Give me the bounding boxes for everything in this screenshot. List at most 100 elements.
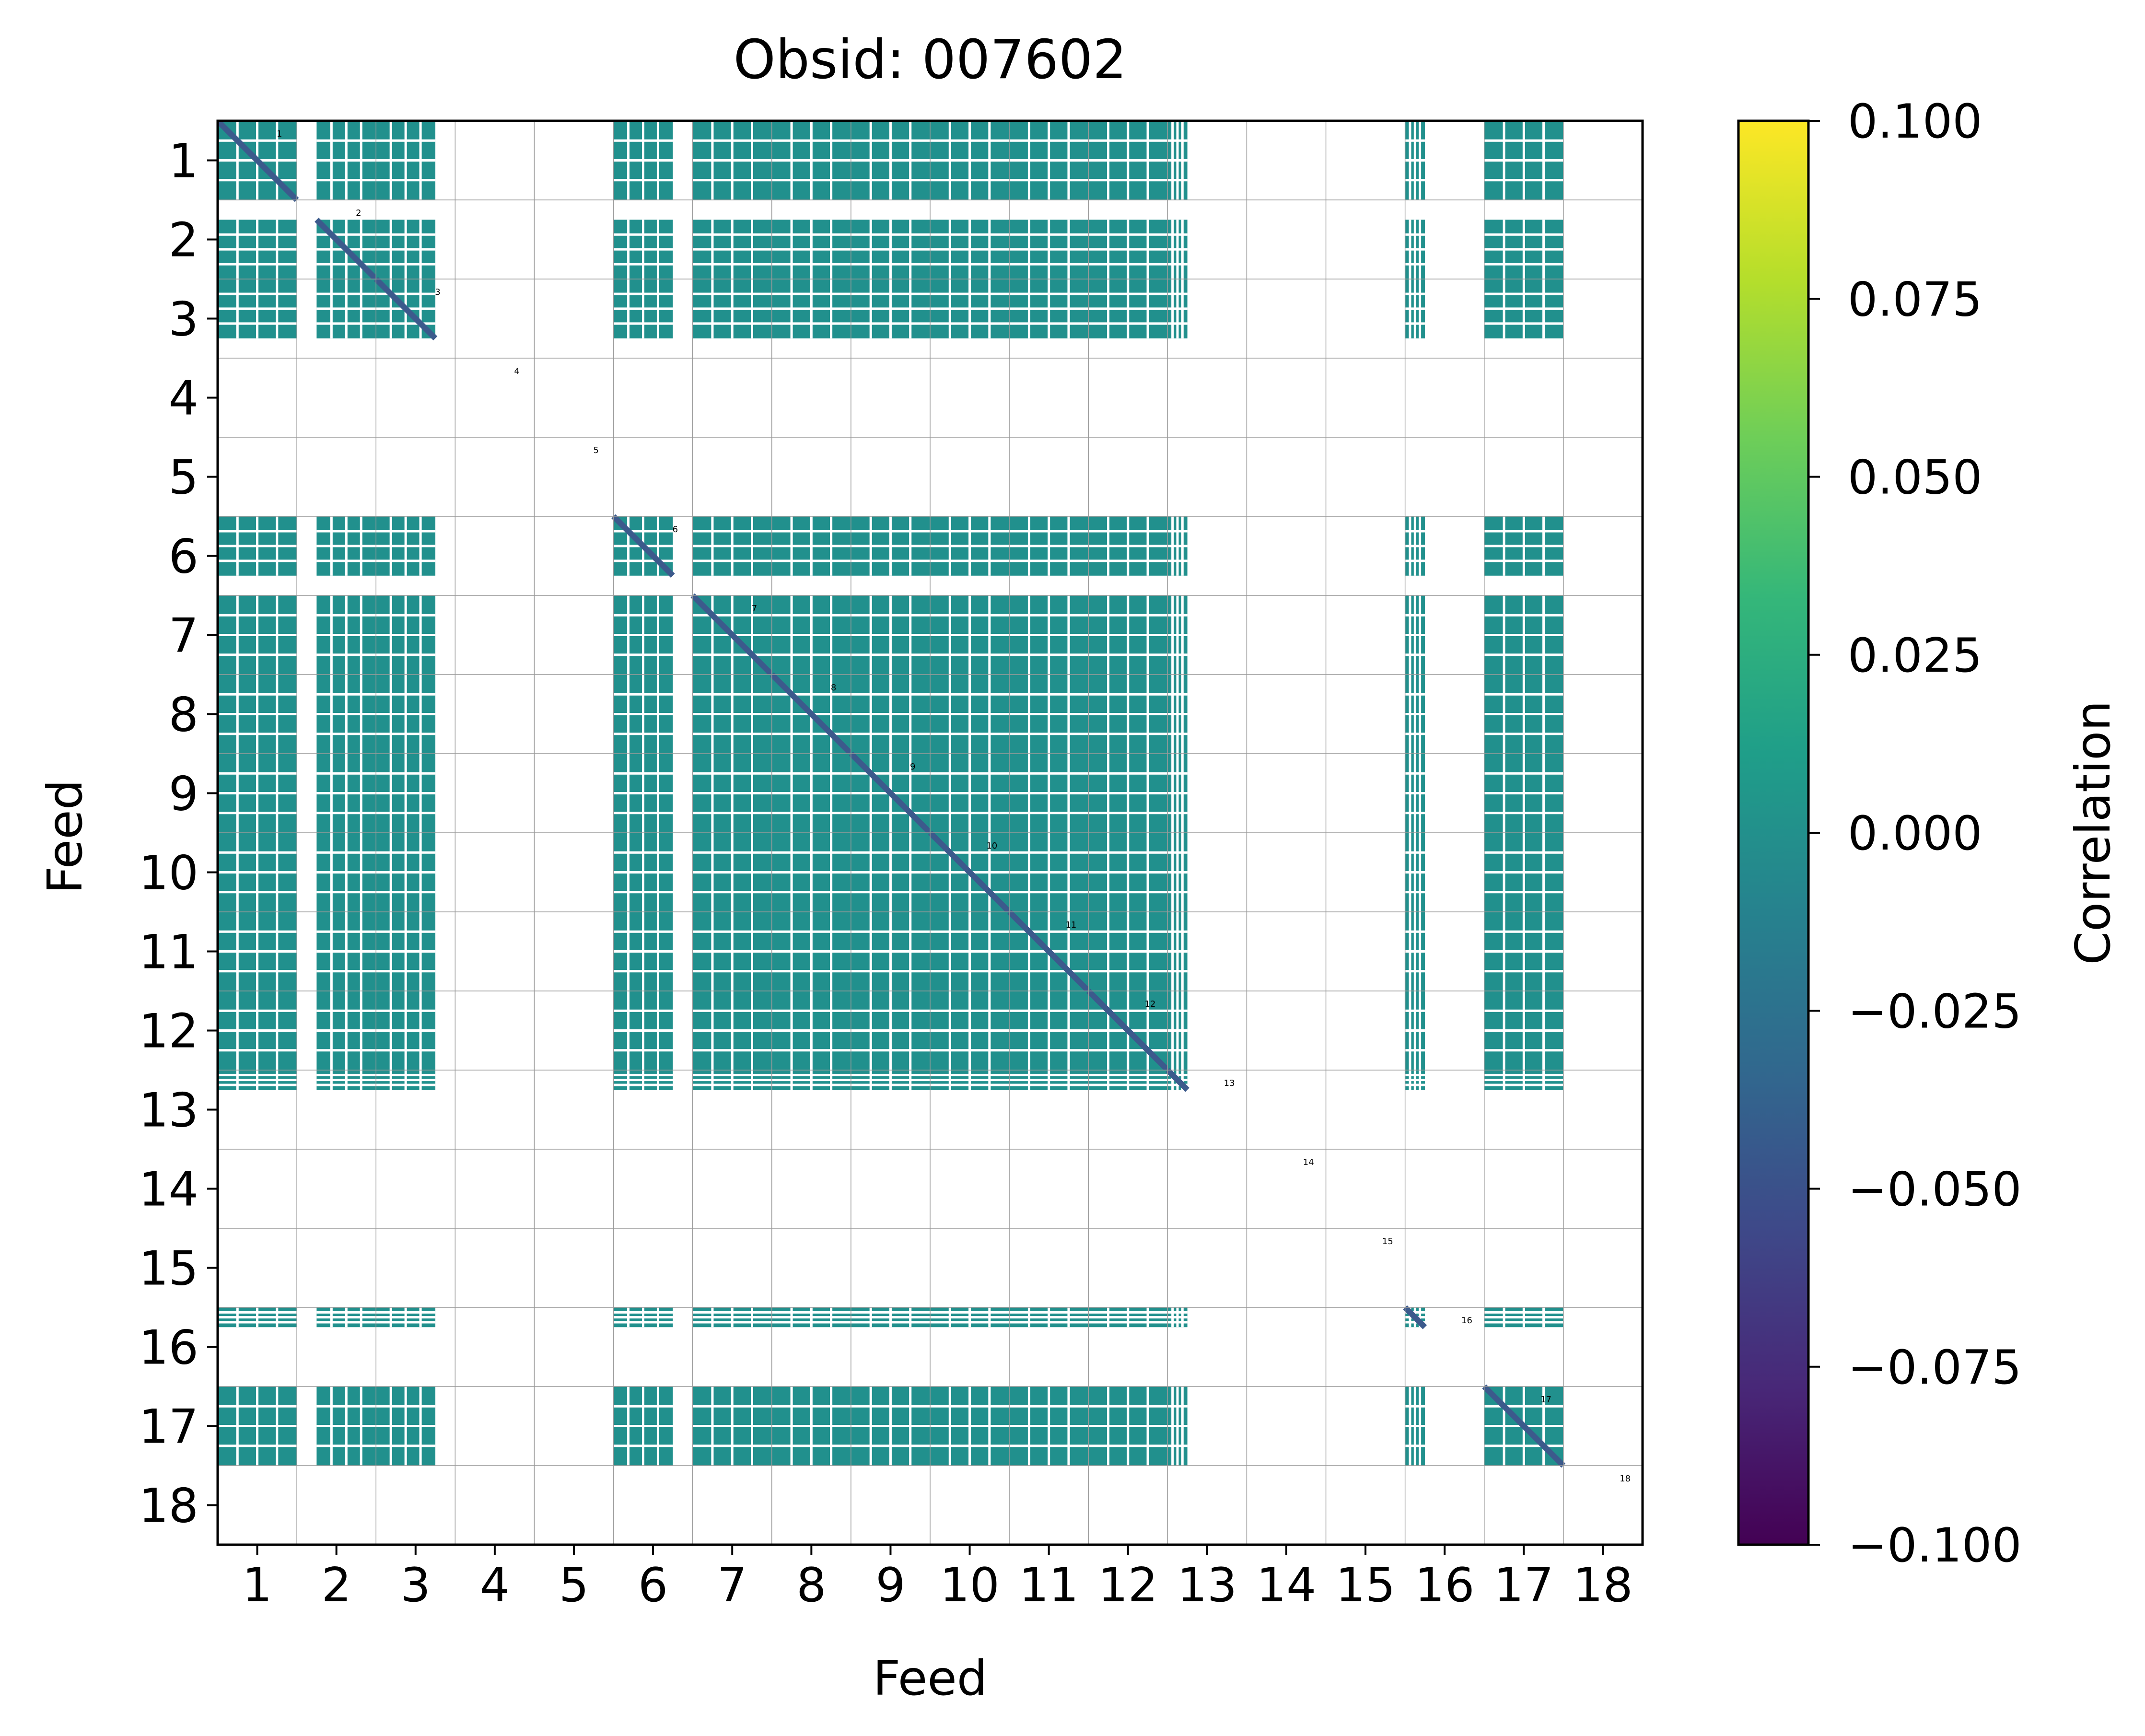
heatmap-cell — [218, 675, 297, 754]
heatmap-cell — [1088, 121, 1168, 200]
heatmap-cell — [1088, 1386, 1168, 1466]
heatmap-cell — [771, 912, 851, 991]
y-tick-label: 10 — [139, 846, 198, 901]
heatmap-cell — [1484, 754, 1563, 833]
cell-label: 16 — [1461, 1316, 1472, 1326]
heatmap-cell — [218, 1386, 297, 1466]
colorbar-tick-label: 0.075 — [1848, 272, 1982, 327]
heatmap-cell — [771, 121, 851, 200]
heatmap-cell — [851, 675, 930, 754]
heatmap-cell — [771, 279, 851, 338]
x-tick-label: 12 — [1098, 1558, 1158, 1613]
heatmap-cell — [1167, 754, 1188, 833]
heatmap-cell — [376, 675, 436, 754]
y-tick-label: 2 — [169, 213, 198, 268]
heatmap-cell — [769, 672, 853, 756]
heatmap-cell — [851, 1307, 930, 1328]
heatmap-cell — [1167, 595, 1188, 675]
heatmap-cell — [376, 1307, 436, 1328]
heatmap-cell — [1088, 675, 1168, 754]
heatmap-cell — [771, 516, 851, 576]
cell-label: 8 — [831, 683, 836, 693]
y-tick-label: 3 — [169, 292, 198, 347]
heatmap-cell — [613, 121, 673, 200]
y-tick-label: 11 — [139, 925, 198, 980]
heatmap-cell — [1405, 595, 1425, 675]
heatmap-cell — [851, 1070, 930, 1090]
heatmap-cell — [1088, 1070, 1168, 1090]
heatmap-cell — [851, 912, 930, 991]
heatmap-cell — [849, 751, 933, 835]
x-tick-label: 2 — [321, 1558, 351, 1613]
heatmap-cell — [851, 833, 930, 912]
heatmap-cell — [930, 220, 1010, 279]
heatmap-cell — [771, 220, 851, 279]
x-tick-label: 13 — [1177, 1558, 1237, 1613]
colorbar-tick-label: −0.100 — [1848, 1518, 2022, 1573]
heatmap-cell — [690, 593, 774, 677]
heatmap-cell — [316, 675, 376, 754]
heatmap-cell — [316, 991, 376, 1070]
x-tick-label: 18 — [1573, 1558, 1633, 1613]
heatmap-cell — [1167, 833, 1188, 912]
x-tick-label: 11 — [1019, 1558, 1079, 1613]
heatmap-cell — [1009, 220, 1089, 279]
heatmap-cell — [1405, 991, 1425, 1070]
heatmap-cell — [1405, 833, 1425, 912]
heatmap-cell — [316, 912, 376, 991]
heatmap-cell — [930, 1307, 1010, 1328]
heatmap-cell — [692, 991, 772, 1070]
heatmap-cell — [218, 220, 297, 279]
heatmap-cell — [771, 754, 851, 833]
x-tick-label: 16 — [1415, 1558, 1475, 1613]
heatmap-cell — [613, 833, 673, 912]
x-tick-label: 7 — [717, 1558, 747, 1613]
heatmap-cell — [218, 1070, 297, 1090]
heatmap-cell — [316, 279, 376, 338]
heatmap-cell — [218, 991, 297, 1070]
cell-label: 3 — [435, 287, 440, 297]
heatmap-cell — [218, 833, 297, 912]
cell-label: 4 — [514, 366, 519, 376]
heatmap-cell — [373, 277, 438, 340]
heatmap-cell — [851, 595, 930, 675]
y-tick-label: 17 — [139, 1400, 198, 1455]
heatmap-cell — [1166, 1068, 1189, 1092]
cell-label: 13 — [1224, 1078, 1235, 1088]
heatmap-cell — [930, 1070, 1010, 1090]
heatmap-cell — [613, 279, 673, 338]
heatmap-cell — [1484, 220, 1563, 279]
heatmap-cell — [218, 121, 299, 202]
heatmap-cell — [692, 279, 772, 338]
heatmap-cell — [1009, 1070, 1089, 1090]
heatmap-cell — [376, 121, 436, 200]
heatmap-cell — [1088, 1307, 1168, 1328]
colorbar — [1737, 119, 1810, 1546]
heatmap-cell — [851, 516, 930, 576]
heatmap-cell — [1405, 1070, 1425, 1090]
heatmap-cell — [851, 1386, 930, 1466]
heatmap-cell — [376, 1070, 436, 1090]
heatmap-cell — [1405, 220, 1425, 279]
x-tick-label: 17 — [1494, 1558, 1554, 1613]
cell-label: 15 — [1382, 1236, 1393, 1247]
heatmap-grid — [218, 121, 1643, 1545]
heatmap-cell — [692, 833, 772, 912]
colorbar-tick-label: 0.100 — [1848, 94, 1982, 149]
heatmap-cell — [851, 220, 930, 279]
heatmap-cell — [376, 991, 436, 1070]
heatmap-cell — [692, 516, 772, 576]
heatmap-cell — [218, 279, 297, 338]
cell-label: 10 — [986, 841, 997, 851]
cell-label: 2 — [356, 208, 361, 218]
heatmap-cell — [1088, 754, 1168, 833]
x-tick-label: 4 — [480, 1558, 510, 1613]
heatmap-cell — [1088, 516, 1168, 576]
heatmap-cell — [930, 675, 1010, 754]
y-tick-label: 5 — [169, 451, 198, 505]
heatmap-cell — [1009, 595, 1089, 675]
x-tick-label: 6 — [638, 1558, 668, 1613]
colorbar-tick-label: 0.000 — [1848, 806, 1982, 861]
